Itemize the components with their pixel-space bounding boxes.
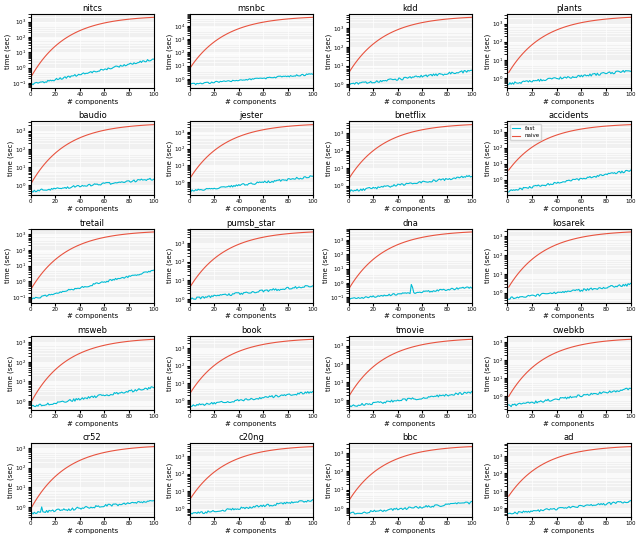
Y-axis label: time (sec): time (sec) xyxy=(7,140,13,176)
Title: cr52: cr52 xyxy=(83,434,102,442)
Title: plants: plants xyxy=(556,4,582,13)
X-axis label: # components: # components xyxy=(67,528,118,534)
Y-axis label: time (sec): time (sec) xyxy=(4,248,11,283)
X-axis label: # components: # components xyxy=(225,206,276,212)
Title: msnbc: msnbc xyxy=(237,4,265,13)
X-axis label: # components: # components xyxy=(385,206,436,212)
Y-axis label: time (sec): time (sec) xyxy=(325,355,332,391)
Y-axis label: time (sec): time (sec) xyxy=(484,248,491,283)
Title: bbc: bbc xyxy=(403,434,418,442)
Y-axis label: time (sec): time (sec) xyxy=(325,463,332,498)
Y-axis label: time (sec): time (sec) xyxy=(484,463,491,498)
X-axis label: # components: # components xyxy=(67,313,118,319)
Y-axis label: time (sec): time (sec) xyxy=(325,140,332,176)
X-axis label: # components: # components xyxy=(385,313,436,319)
Title: tretail: tretail xyxy=(79,219,105,228)
Y-axis label: time (sec): time (sec) xyxy=(322,248,328,283)
X-axis label: # components: # components xyxy=(225,313,276,319)
X-axis label: # components: # components xyxy=(225,421,276,427)
Legend: fast, naive: fast, naive xyxy=(510,124,541,140)
X-axis label: # components: # components xyxy=(225,528,276,534)
X-axis label: # components: # components xyxy=(543,528,595,534)
Y-axis label: time (sec): time (sec) xyxy=(166,140,173,176)
Title: dna: dna xyxy=(402,219,418,228)
X-axis label: # components: # components xyxy=(543,421,595,427)
X-axis label: # components: # components xyxy=(225,98,276,104)
X-axis label: # components: # components xyxy=(385,421,436,427)
Y-axis label: time (sec): time (sec) xyxy=(325,33,332,68)
X-axis label: # components: # components xyxy=(67,206,118,212)
Title: jester: jester xyxy=(239,111,263,121)
Title: kdd: kdd xyxy=(403,4,418,13)
Title: bnetflix: bnetflix xyxy=(394,111,426,121)
X-axis label: # components: # components xyxy=(67,98,118,104)
Y-axis label: time (sec): time (sec) xyxy=(484,33,491,68)
Y-axis label: time (sec): time (sec) xyxy=(166,463,173,498)
Title: ad: ad xyxy=(564,434,574,442)
Y-axis label: time (sec): time (sec) xyxy=(166,33,173,68)
Title: pumsb_star: pumsb_star xyxy=(227,219,276,228)
Y-axis label: time (sec): time (sec) xyxy=(484,140,491,176)
X-axis label: # components: # components xyxy=(385,528,436,534)
Title: accidents: accidents xyxy=(549,111,589,121)
X-axis label: # components: # components xyxy=(543,313,595,319)
Y-axis label: time (sec): time (sec) xyxy=(166,355,173,391)
Y-axis label: time (sec): time (sec) xyxy=(7,355,13,391)
Title: msweb: msweb xyxy=(77,326,107,335)
X-axis label: # components: # components xyxy=(543,206,595,212)
X-axis label: # components: # components xyxy=(543,98,595,104)
Title: baudio: baudio xyxy=(78,111,106,121)
Title: kosarek: kosarek xyxy=(553,219,586,228)
Y-axis label: time (sec): time (sec) xyxy=(166,248,173,283)
Y-axis label: time (sec): time (sec) xyxy=(484,355,491,391)
X-axis label: # components: # components xyxy=(67,421,118,427)
Title: tmovie: tmovie xyxy=(396,326,424,335)
Y-axis label: time (sec): time (sec) xyxy=(7,463,13,498)
Title: c20ng: c20ng xyxy=(238,434,264,442)
Y-axis label: time (sec): time (sec) xyxy=(4,33,11,68)
Title: cwebkb: cwebkb xyxy=(553,326,585,335)
Title: nitcs: nitcs xyxy=(82,4,102,13)
Title: book: book xyxy=(241,326,261,335)
X-axis label: # components: # components xyxy=(385,98,436,104)
